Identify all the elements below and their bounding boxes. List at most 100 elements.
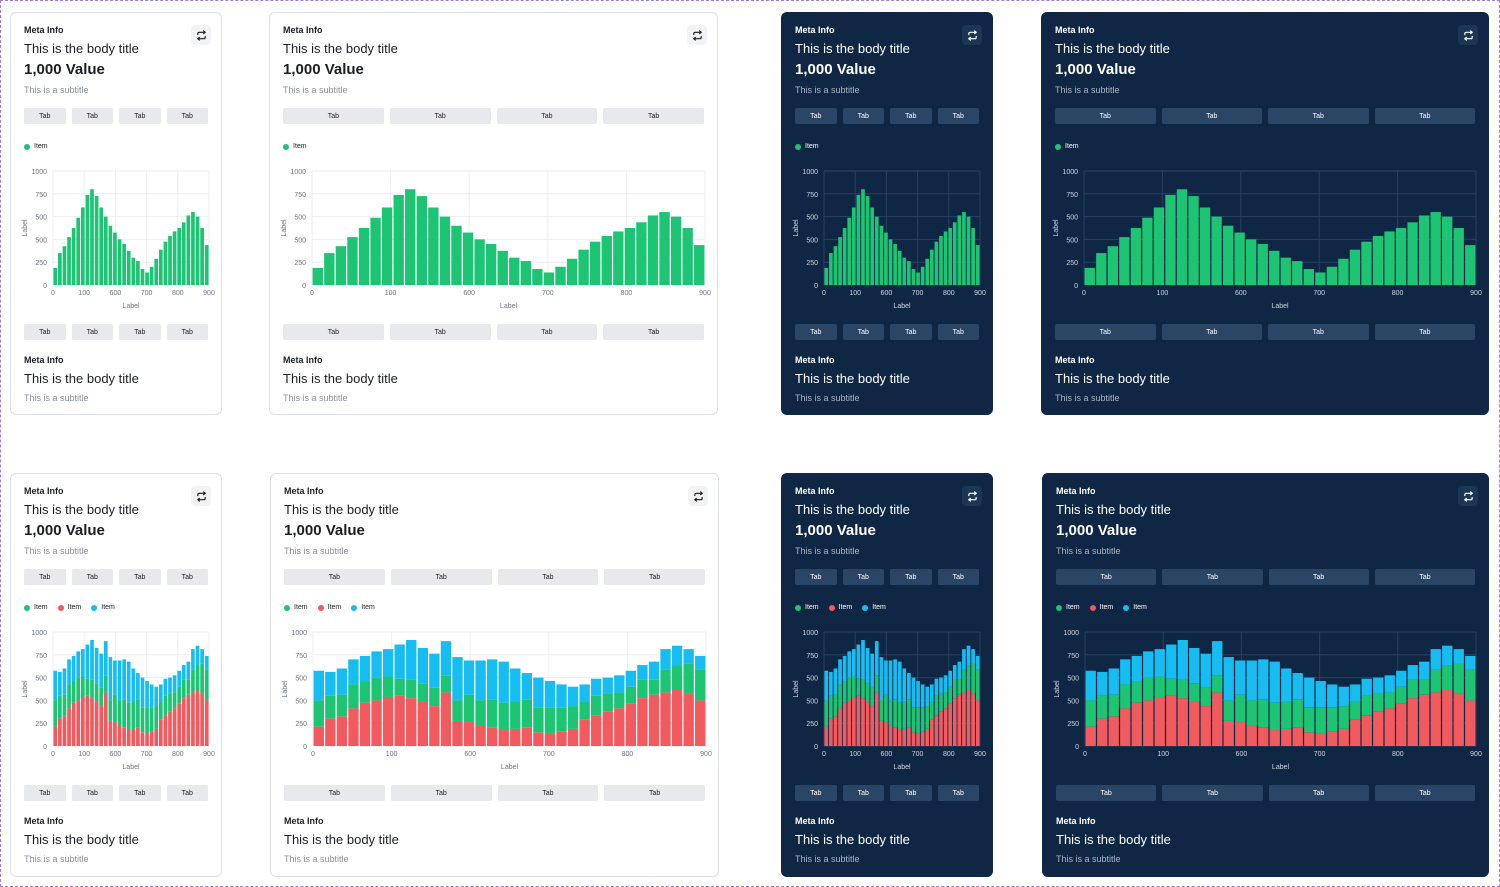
tab-top-1[interactable]: Tab [24, 108, 66, 124]
tab-top-4[interactable]: Tab [603, 108, 704, 124]
bar-segment-green [1327, 707, 1338, 732]
tab-bottom-2[interactable]: Tab [842, 324, 884, 340]
tab-top-2[interactable]: Tab [389, 108, 491, 124]
bar-segment-blue [1212, 641, 1223, 676]
bar-segment-blue [842, 655, 847, 682]
refresh-button[interactable] [1458, 486, 1478, 506]
tab-bottom-2[interactable]: Tab [842, 785, 884, 801]
tab-top-3[interactable]: Tab [119, 569, 161, 585]
tab-top-3[interactable]: Tab [890, 108, 932, 124]
tab-bottom-1[interactable]: Tab [284, 785, 385, 801]
tab-top-4[interactable]: Tab [937, 108, 979, 124]
tab-bottom-3[interactable]: Tab [890, 785, 932, 801]
bar [200, 228, 204, 285]
refresh-button[interactable] [191, 25, 211, 45]
refresh-button[interactable] [688, 486, 708, 506]
tab-top-3[interactable]: Tab [1268, 569, 1369, 585]
tab-top-3[interactable]: Tab [496, 108, 598, 124]
y-tick-label: 750 [806, 653, 818, 660]
bar-segment-red [1327, 731, 1338, 746]
tab-top-1[interactable]: Tab [795, 569, 837, 585]
tab-bottom-1[interactable]: Tab [283, 324, 384, 340]
tab-bottom-2[interactable]: Tab [390, 785, 492, 801]
refresh-button[interactable] [962, 25, 982, 45]
bar-segment-red [1407, 698, 1418, 746]
tab-bottom-1[interactable]: Tab [795, 785, 837, 801]
bar-segment-green [1120, 684, 1131, 709]
refresh-button[interactable] [687, 25, 707, 45]
body-title-footer: This is the body title [24, 832, 139, 847]
tab-top-3[interactable]: Tab [890, 569, 932, 585]
tab-bottom-3[interactable]: Tab [1268, 324, 1369, 340]
bar-segment-red [957, 694, 962, 746]
tab-bottom-4[interactable]: Tab [937, 324, 979, 340]
tab-bottom-3[interactable]: Tab [119, 324, 161, 340]
refresh-button[interactable] [962, 486, 982, 506]
tab-bottom-4[interactable]: Tab [937, 785, 979, 801]
tab-bottom-3[interactable]: Tab [119, 785, 161, 801]
tab-top-4[interactable]: Tab [166, 108, 208, 124]
x-tick-label: 600 [464, 751, 476, 758]
tab-bottom-4[interactable]: Tab [166, 785, 208, 801]
legend-item-1: Item [1056, 604, 1080, 611]
tab-top-1[interactable]: Tab [1055, 108, 1156, 124]
tab-top-1[interactable]: Tab [283, 108, 384, 124]
tab-bottom-3[interactable]: Tab [497, 785, 599, 801]
tab-bottom-3[interactable]: Tab [496, 324, 598, 340]
tab-bottom-2[interactable]: Tab [1162, 785, 1263, 801]
legend-swatch [1123, 604, 1130, 611]
bar-segment-green [336, 694, 348, 717]
tab-bottom-1[interactable]: Tab [795, 324, 837, 340]
tab-bottom-4[interactable]: Tab [603, 324, 704, 340]
tab-bottom-1[interactable]: Tab [24, 785, 66, 801]
tab-top-1[interactable]: Tab [1056, 569, 1157, 585]
tab-bottom-2[interactable]: Tab [71, 785, 113, 801]
tab-top-4[interactable]: Tab [166, 569, 208, 585]
tab-top-4[interactable]: Tab [1374, 108, 1475, 124]
tab-top-2[interactable]: Tab [71, 569, 113, 585]
bar [842, 228, 847, 285]
bar [1407, 222, 1418, 285]
tab-top-2[interactable]: Tab [390, 569, 492, 585]
refresh-button[interactable] [1458, 25, 1478, 45]
bar-segment-blue [1085, 670, 1096, 701]
tab-top-4[interactable]: Tab [937, 569, 979, 585]
tab-top-3[interactable]: Tab [497, 569, 599, 585]
y-tick-label: 750 [295, 653, 307, 660]
tab-bottom-4[interactable]: Tab [1374, 324, 1475, 340]
tab-top-2[interactable]: Tab [842, 108, 884, 124]
tab-bottom-4[interactable]: Tab [166, 324, 208, 340]
bar-segment-green [916, 707, 920, 734]
tab-top-1[interactable]: Tab [795, 108, 837, 124]
tab-bottom-2[interactable]: Tab [1161, 324, 1262, 340]
tab-top-3[interactable]: Tab [1268, 108, 1369, 124]
x-tick-label: 900 [1470, 290, 1482, 297]
bar-segment-green [154, 706, 159, 729]
tab-bottom-2[interactable]: Tab [71, 324, 113, 340]
refresh-button[interactable] [191, 486, 211, 506]
tab-bottom-1[interactable]: Tab [1056, 785, 1157, 801]
tab-top-2[interactable]: Tab [71, 108, 113, 124]
tab-top-2[interactable]: Tab [1162, 569, 1263, 585]
bar-segment-blue [85, 644, 90, 679]
tab-top-2[interactable]: Tab [1161, 108, 1262, 124]
tab-bottom-1[interactable]: Tab [24, 324, 66, 340]
tab-bottom-4[interactable]: Tab [1374, 785, 1475, 801]
tab-bottom-4[interactable]: Tab [604, 785, 705, 801]
y-tick-label: 0 [43, 744, 47, 751]
bar-segment-green [113, 694, 117, 723]
tab-top-2[interactable]: Tab [842, 569, 884, 585]
tab-top-1[interactable]: Tab [24, 569, 66, 585]
tab-bottom-3[interactable]: Tab [1268, 785, 1369, 801]
tab-top-1[interactable]: Tab [284, 569, 385, 585]
tab-top-4[interactable]: Tab [604, 569, 705, 585]
y-tick-label: 500 [294, 215, 306, 222]
tab-top-4[interactable]: Tab [1374, 569, 1475, 585]
bar-segment-red [1453, 693, 1464, 746]
tab-bottom-2[interactable]: Tab [389, 324, 491, 340]
tab-top-3[interactable]: Tab [119, 108, 161, 124]
bar-segment-green [602, 693, 613, 712]
tab-bottom-1[interactable]: Tab [1055, 324, 1156, 340]
tab-bottom-3[interactable]: Tab [890, 324, 932, 340]
x-tick-label: 700 [141, 290, 153, 297]
